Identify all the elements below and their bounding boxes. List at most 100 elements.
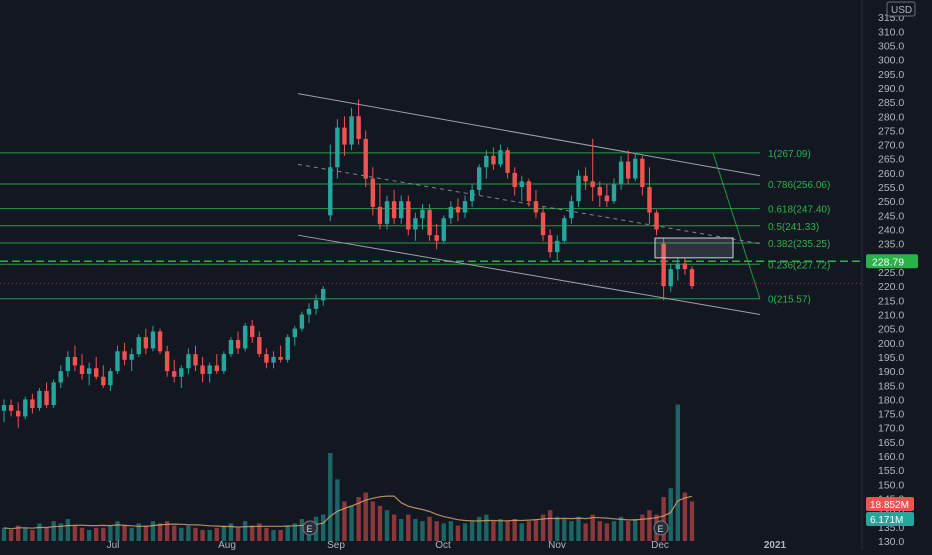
candle-body	[597, 187, 602, 196]
volume-bar	[604, 523, 610, 541]
time-tick-label: 2021	[764, 540, 787, 550]
candle-body	[491, 155, 496, 165]
candle-body	[143, 337, 149, 349]
volume-bar	[505, 521, 510, 541]
volume-bar	[398, 519, 404, 541]
candle-body	[58, 371, 63, 383]
volume-bar	[555, 516, 560, 541]
volume-bar	[328, 453, 333, 541]
volume-bar	[540, 514, 546, 541]
volume-bar	[129, 527, 134, 541]
price-tick-label: 170.0	[878, 423, 904, 435]
candle-body	[37, 390, 42, 408]
time-tick-label: Oct	[435, 540, 451, 550]
price-tick-label: 175.0	[878, 409, 904, 421]
volume-bar	[86, 530, 92, 541]
candle-body	[342, 127, 347, 145]
candle-body	[448, 206, 454, 219]
candle-body	[8, 405, 14, 411]
volume-bar	[448, 521, 454, 541]
candle-body	[122, 351, 127, 360]
candle-body	[264, 354, 269, 363]
volume-bar	[618, 516, 624, 541]
annotation-rectangle	[654, 237, 734, 259]
candle-body	[533, 201, 539, 213]
candle-body	[618, 161, 624, 185]
candle-body	[51, 382, 56, 406]
candle-body	[278, 356, 283, 360]
candle-body	[349, 116, 354, 145]
candle-body	[172, 371, 177, 377]
candle-body	[689, 269, 695, 287]
price-tick-label: 300.0	[878, 55, 904, 67]
candle-body	[420, 209, 425, 219]
earnings-marker-label: E	[658, 524, 664, 534]
candle-body	[221, 354, 227, 372]
fib-level-label: 0.5(241.33)	[768, 222, 819, 233]
candle-body	[65, 356, 71, 372]
candle-body	[519, 181, 524, 188]
candle-body	[1, 405, 7, 411]
current-price-badge	[866, 254, 918, 269]
fib-level-label: 0(215.57)	[768, 295, 811, 306]
price-tick-label: 250.0	[878, 196, 904, 208]
volume-bar	[342, 501, 347, 541]
candle-body	[306, 308, 312, 315]
candle-body	[604, 195, 610, 202]
price-tick-label: 220.0	[878, 281, 904, 293]
volume-bar	[406, 514, 411, 541]
candle-body	[23, 399, 28, 417]
volume-bar	[377, 505, 383, 541]
volume-bar	[569, 521, 574, 541]
candle-body	[668, 269, 673, 287]
candle-body	[654, 212, 659, 230]
candle-body	[228, 339, 234, 355]
candle-body	[186, 354, 191, 369]
volume-bar	[30, 530, 35, 541]
volume-bar	[207, 530, 212, 541]
volume-bar	[79, 527, 85, 541]
volume-bar	[65, 519, 71, 541]
candle-body	[555, 240, 560, 253]
candle-body	[101, 376, 106, 386]
candle-body	[512, 172, 517, 188]
price-tick-label: 305.0	[878, 40, 904, 52]
candle-body	[179, 368, 184, 377]
time-axis[interactable]: Jul Aug Sep Oct Nov Dec 2021	[107, 540, 787, 551]
volume-bar	[186, 525, 191, 541]
volume-bar	[441, 523, 446, 541]
volume-bar	[235, 527, 241, 541]
price-tick-label: 190.0	[878, 366, 904, 378]
price-tick-label: 185.0	[878, 380, 904, 392]
volume-bar	[420, 521, 425, 541]
candle-body	[292, 328, 298, 338]
candle-body	[313, 300, 319, 309]
candle-body	[207, 365, 212, 374]
fib-level-label: 1(267.09)	[768, 149, 811, 160]
volume-bar	[122, 525, 127, 541]
time-tick-label: Dec	[651, 540, 669, 550]
price-axis[interactable]: 130.0135.0140.0145.0150.0155.0160.0165.0…	[861, 0, 918, 550]
candle-body	[569, 201, 574, 219]
candle-body	[299, 314, 305, 329]
candle-body	[441, 218, 446, 241]
volume-bar	[264, 527, 269, 541]
time-tick-label: Aug	[218, 540, 236, 550]
earnings-marker-icon	[653, 520, 669, 536]
price-tick-label: 270.0	[878, 140, 904, 152]
candle-body	[94, 368, 99, 377]
earnings-marker-icon	[302, 520, 318, 536]
volume-badge	[866, 512, 914, 526]
price-tick-label: 195.0	[878, 352, 904, 364]
volume-badge-label: 18.852M	[870, 500, 909, 511]
candle-body	[285, 337, 290, 360]
volume-bar	[590, 514, 595, 541]
currency-label: USD	[891, 5, 912, 16]
candle-body	[562, 218, 567, 241]
candle-body	[540, 212, 546, 236]
price-tick-label: 285.0	[878, 97, 904, 109]
volume-bar	[647, 510, 652, 541]
